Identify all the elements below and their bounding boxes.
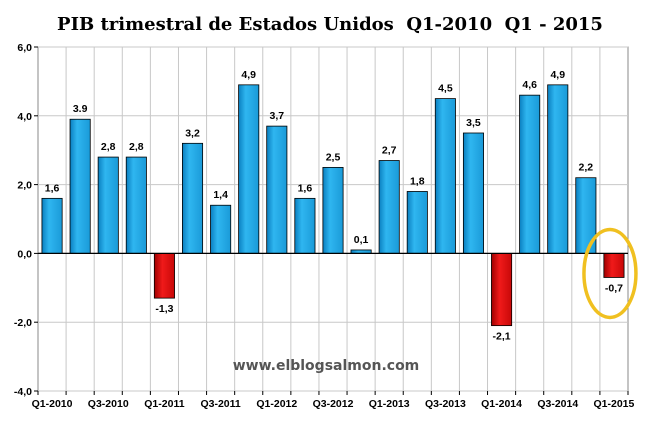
data-label: 3,5: [466, 117, 481, 129]
x-tick-label: Q1-2013: [369, 398, 410, 410]
bar-q2-2010: [69, 118, 91, 254]
data-label: -1,3: [155, 303, 173, 315]
x-tick-label: Q3-2012: [313, 398, 354, 410]
x-tick-label: Q1-2012: [256, 398, 297, 410]
plot-area: 6,0 4,0 2,0 0,0 -2,0 -4,0 1,6 3.9 2,8 2,8 -1,3 3,2 1…: [14, 42, 638, 410]
data-label: 3,7: [270, 110, 285, 122]
data-label: 2,5: [326, 151, 341, 163]
bar-q4-2010: [125, 156, 147, 254]
highlight-ellipse: [582, 227, 638, 320]
y-tick-label: 0,0: [17, 248, 32, 260]
x-tick-label: Q3-2011: [200, 398, 240, 410]
data-label: 1,6: [298, 182, 313, 194]
chart-title: PIB trimestral de Estados Unidos Q1-2010…: [57, 14, 603, 35]
bar-q3-2014: [547, 84, 569, 254]
data-label: 2,8: [129, 141, 144, 153]
bar-q1-2011: [153, 252, 175, 299]
bar-q2-2013: [406, 191, 428, 254]
bar-q2-2011: [182, 142, 204, 254]
bar-q2-2014: [519, 94, 541, 254]
y-tick-label: 2,0: [17, 180, 32, 192]
x-tick-label: Q3-2014: [537, 398, 578, 410]
data-label: 4,5: [438, 83, 453, 95]
bar-q1-2014: [491, 252, 513, 327]
bar-q1-2013: [378, 160, 400, 254]
data-label: 4,6: [522, 79, 537, 91]
data-label: -0,7: [605, 282, 623, 294]
bar-q4-2011: [238, 84, 260, 254]
y-tick-label: -2,0: [14, 317, 32, 329]
data-label: 4,9: [241, 69, 256, 81]
data-label: 4,9: [550, 69, 565, 81]
y-tick-label: 4,0: [17, 111, 32, 123]
bar-q4-2013: [462, 132, 484, 254]
x-tick-label: Q1-2011: [144, 398, 184, 410]
data-label: 1,6: [45, 182, 60, 194]
data-label: 0,1: [354, 234, 369, 246]
bar-q3-2012: [322, 166, 344, 254]
data-label: 2,2: [579, 162, 594, 174]
bar-q2-2012: [294, 197, 316, 254]
watermark: www.elblogsalmon.com: [233, 358, 420, 374]
bar-q3-2010: [97, 156, 119, 254]
data-label: 1,8: [410, 175, 425, 187]
data-label: 3,2: [185, 127, 200, 139]
bar-q1-2015: [603, 252, 625, 278]
x-tick-label: Q3-2013: [425, 398, 466, 410]
data-label: 2,7: [382, 145, 397, 157]
data-label: 2,8: [101, 141, 116, 153]
data-label: 1,4: [213, 189, 228, 201]
bar-q3-2011: [210, 204, 232, 254]
x-tick-label: Q1-2010: [32, 398, 73, 410]
x-tick-label: Q1-2015: [594, 398, 635, 410]
data-label: -2,1: [493, 331, 511, 343]
bar-q1-2012: [266, 125, 288, 254]
bar-q3-2013: [434, 98, 456, 254]
data-label: 3.9: [73, 103, 88, 115]
y-tick-label: -4,0: [14, 386, 32, 398]
x-tick-label: Q1-2014: [481, 398, 522, 410]
x-tick-label: Q3-2010: [88, 398, 129, 410]
bar-q1-2010: [41, 197, 63, 254]
y-tick-label: 6,0: [17, 42, 32, 54]
